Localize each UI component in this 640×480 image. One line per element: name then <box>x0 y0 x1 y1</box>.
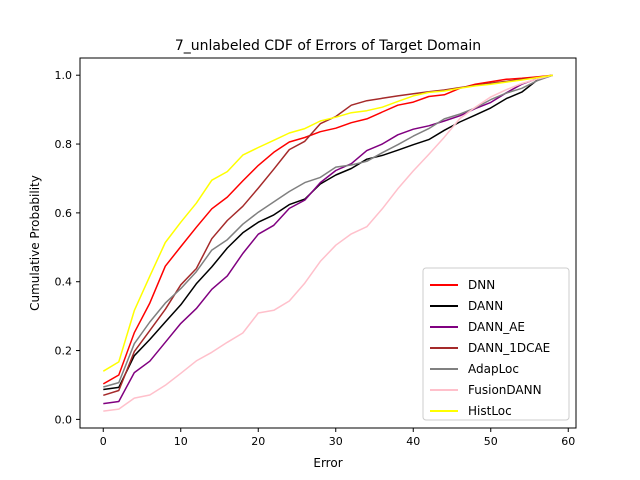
series-line-fusiondann <box>103 74 553 412</box>
y-tick-label: 0.6 <box>55 207 73 220</box>
x-tick-label: 30 <box>329 435 343 448</box>
legend-label-fusiondann: FusionDANN <box>468 383 542 397</box>
x-tick-label: 0 <box>100 435 107 448</box>
legend-label-histloc: HistLoc <box>468 404 512 418</box>
legend-label-dann-1dcae: DANN_1DCAE <box>468 341 550 355</box>
x-tick-label: 10 <box>174 435 188 448</box>
series-line-adaploc <box>103 74 554 388</box>
axes-frame <box>79 57 577 429</box>
legend: DNN DANN DANN_AE DANN_1DCAE AdapLoc FusionDAN… <box>422 267 570 421</box>
y-tick-label: 0.4 <box>55 276 73 289</box>
x-tick-label: 20 <box>251 435 265 448</box>
legend-label-dnn: DNN <box>468 278 495 292</box>
legend-label-dann-ae: DANN_AE <box>468 320 525 334</box>
series-layer <box>102 74 554 412</box>
legend-label-dann: DANN <box>468 299 503 313</box>
legend-frame <box>422 267 570 421</box>
y-axis-ticks: 0.0 0.2 0.4 0.6 0.8 1.0 <box>55 69 80 426</box>
y-tick-label: 0.0 <box>55 413 73 426</box>
series-line-histloc <box>102 74 553 372</box>
series-line-dann <box>103 74 554 391</box>
x-tick-label: 60 <box>561 435 575 448</box>
chart-title: 7_unlabeled CDF of Errors of Target Doma… <box>175 38 481 54</box>
y-axis-label: Cumulative Probability <box>28 175 42 311</box>
legend-label-adaploc: AdapLoc <box>468 362 519 376</box>
y-tick-label: 0.2 <box>55 345 73 358</box>
series-line-dann-ae <box>103 74 553 405</box>
x-axis-label: Error <box>313 456 342 470</box>
series-line-dnn <box>102 74 553 385</box>
x-tick-label: 50 <box>484 435 498 448</box>
y-tick-label: 0.8 <box>55 138 73 151</box>
x-tick-label: 40 <box>406 435 420 448</box>
x-axis-ticks: 0 10 20 30 40 50 60 <box>100 428 575 448</box>
y-tick-label: 1.0 <box>55 69 73 82</box>
